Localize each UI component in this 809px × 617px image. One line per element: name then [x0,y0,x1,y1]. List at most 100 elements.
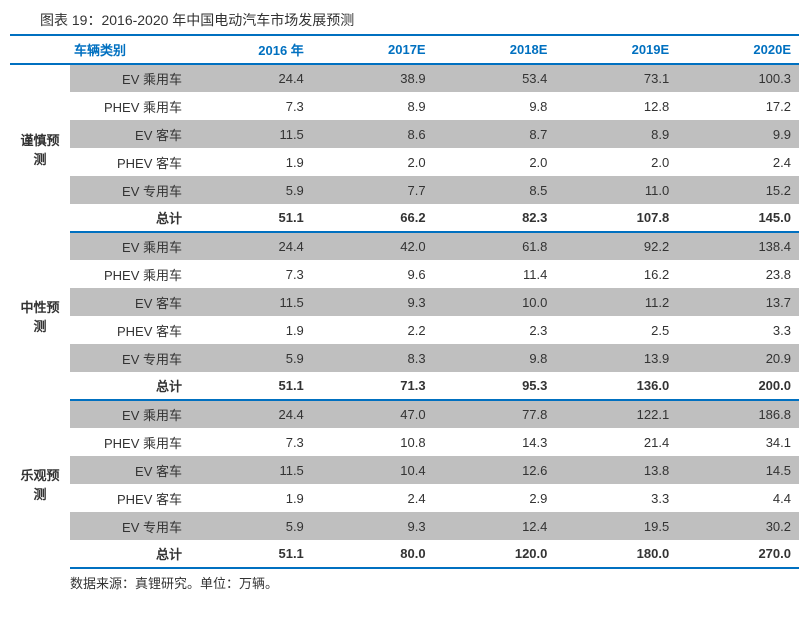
cell-value: 11.5 [190,120,312,148]
table-row: PHEV 乘用车7.38.99.812.817.2 [10,92,799,120]
cell-value: 9.8 [434,344,556,372]
table-row: EV 客车11.58.68.78.99.9 [10,120,799,148]
cell-value: 10.0 [434,288,556,316]
row-label: PHEV 乘用车 [70,92,190,120]
cell-value: 8.9 [555,120,677,148]
cell-value: 2.0 [312,148,434,176]
cell-value: 2.0 [434,148,556,176]
cell-value: 77.8 [434,400,556,428]
cell-value: 12.4 [434,512,556,540]
cell-value: 2.2 [312,316,434,344]
row-label: EV 乘用车 [70,64,190,92]
cell-value: 8.5 [434,176,556,204]
total-value: 51.1 [190,372,312,400]
row-label: EV 专用车 [70,176,190,204]
col-2017e: 2017E [312,35,434,64]
cell-value: 30.2 [677,512,799,540]
cell-value: 13.9 [555,344,677,372]
table-row: 中性预测EV 乘用车24.442.061.892.2138.4 [10,232,799,260]
cell-value: 2.0 [555,148,677,176]
cell-value: 92.2 [555,232,677,260]
cell-value: 12.8 [555,92,677,120]
cell-value: 8.9 [312,92,434,120]
cell-value: 9.8 [434,92,556,120]
cell-value: 7.3 [190,428,312,456]
table-row: PHEV 客车1.92.22.32.53.3 [10,316,799,344]
table-row: EV 专用车5.98.39.813.920.9 [10,344,799,372]
cell-value: 2.4 [312,484,434,512]
row-label: EV 乘用车 [70,400,190,428]
cell-value: 11.5 [190,288,312,316]
total-value: 270.0 [677,540,799,568]
total-label: 总计 [70,204,190,232]
cell-value: 4.4 [677,484,799,512]
cell-value: 5.9 [190,176,312,204]
total-value: 80.0 [312,540,434,568]
col-category: 车辆类别 [10,35,190,64]
chart-title: 图表 19：2016-2020 年中国电动汽车市场发展预测 [40,10,799,30]
cell-value: 53.4 [434,64,556,92]
cell-value: 61.8 [434,232,556,260]
table-row: EV 专用车5.99.312.419.530.2 [10,512,799,540]
table-row: PHEV 客车1.92.02.02.02.4 [10,148,799,176]
cell-value: 19.5 [555,512,677,540]
total-label: 总计 [70,540,190,568]
row-label: EV 乘用车 [70,232,190,260]
cell-value: 3.3 [677,316,799,344]
row-label: EV 专用车 [70,344,190,372]
cell-value: 13.7 [677,288,799,316]
cell-value: 21.4 [555,428,677,456]
cell-value: 1.9 [190,484,312,512]
row-label: EV 客车 [70,120,190,148]
cell-value: 15.2 [677,176,799,204]
col-2020e: 2020E [677,35,799,64]
scenario-label: 中性预测 [10,232,70,400]
cell-value: 24.4 [190,64,312,92]
col-2019e: 2019E [555,35,677,64]
total-value: 145.0 [677,204,799,232]
cell-value: 8.6 [312,120,434,148]
row-label: PHEV 乘用车 [70,260,190,288]
cell-value: 9.3 [312,288,434,316]
total-value: 200.0 [677,372,799,400]
row-label: EV 客车 [70,288,190,316]
cell-value: 8.7 [434,120,556,148]
cell-value: 1.9 [190,316,312,344]
cell-value: 138.4 [677,232,799,260]
cell-value: 14.5 [677,456,799,484]
cell-value: 17.2 [677,92,799,120]
row-label: PHEV 客车 [70,484,190,512]
total-label: 总计 [70,372,190,400]
total-value: 51.1 [190,540,312,568]
cell-value: 24.4 [190,232,312,260]
total-row: 总计51.180.0120.0180.0270.0 [10,540,799,568]
cell-value: 11.0 [555,176,677,204]
cell-value: 5.9 [190,344,312,372]
total-value: 51.1 [190,204,312,232]
row-label: PHEV 客车 [70,316,190,344]
total-value: 82.3 [434,204,556,232]
table-row: PHEV 乘用车7.39.611.416.223.8 [10,260,799,288]
total-row: 总计51.171.395.3136.0200.0 [10,372,799,400]
total-value: 136.0 [555,372,677,400]
cell-value: 16.2 [555,260,677,288]
cell-value: 14.3 [434,428,556,456]
cell-value: 24.4 [190,400,312,428]
cell-value: 9.3 [312,512,434,540]
cell-value: 23.8 [677,260,799,288]
cell-value: 10.8 [312,428,434,456]
cell-value: 11.5 [190,456,312,484]
table-row: EV 客车11.510.412.613.814.5 [10,456,799,484]
table-row: 乐观预测EV 乘用车24.447.077.8122.1186.8 [10,400,799,428]
table-row: 谨慎预测EV 乘用车24.438.953.473.1100.3 [10,64,799,92]
cell-value: 8.3 [312,344,434,372]
row-label: PHEV 客车 [70,148,190,176]
cell-value: 3.3 [555,484,677,512]
cell-value: 12.6 [434,456,556,484]
cell-value: 7.7 [312,176,434,204]
forecast-table: 车辆类别 2016 年 2017E 2018E 2019E 2020E 谨慎预测… [10,34,799,569]
total-value: 95.3 [434,372,556,400]
cell-value: 7.3 [190,92,312,120]
total-value: 180.0 [555,540,677,568]
cell-value: 5.9 [190,512,312,540]
